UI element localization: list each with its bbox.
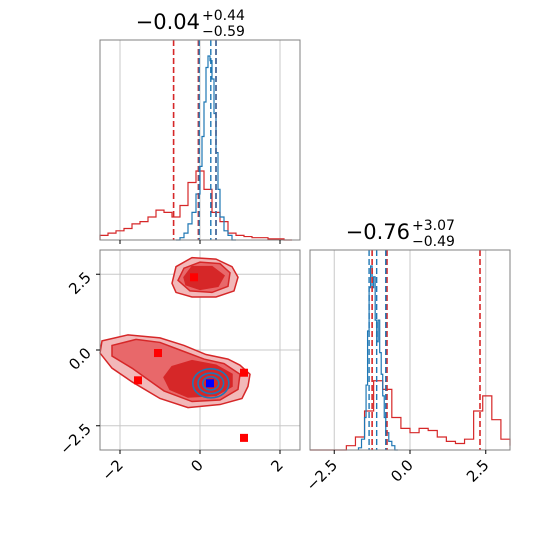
joint-panel: −2 0 2 −2.5 0.0 2.5 <box>56 249 301 484</box>
blue-contour <box>197 372 225 395</box>
blue-contours <box>192 367 230 399</box>
markers <box>134 273 248 442</box>
quantile-lines <box>172 40 217 240</box>
tick-marks <box>96 273 281 454</box>
param2-title-plus: +3.07 <box>412 218 455 234</box>
param1-title-minus: −0.59 <box>202 24 245 40</box>
histogram-blue <box>176 55 236 241</box>
param1-title-median: −0.04 <box>136 10 200 34</box>
red-contours <box>99 256 251 409</box>
quantile-lines <box>368 250 481 450</box>
tick-marks <box>333 450 487 454</box>
y-tick-label: 2.5 <box>65 268 95 298</box>
x-tick-label: 2.5 <box>463 456 493 486</box>
param2-title-median: −0.76 <box>346 220 410 244</box>
gridlines <box>119 40 281 240</box>
blue-contour <box>202 375 220 391</box>
blue-contour <box>192 367 230 399</box>
red-marker <box>134 376 142 385</box>
tick-marks <box>119 240 281 244</box>
histogram-blue <box>357 265 398 451</box>
y-tick-label: −2.5 <box>56 420 94 458</box>
blue-marker <box>206 379 214 388</box>
red-marker <box>190 273 198 282</box>
x-tick-labels: −2.5 0.0 2.5 <box>303 456 493 494</box>
x-tick-label: 0 <box>187 456 206 475</box>
param2-title-minus: −0.49 <box>412 234 455 250</box>
param1-title-plus: +0.44 <box>202 8 245 24</box>
x-tick-label: −2 <box>98 456 126 484</box>
red-marker <box>154 349 162 358</box>
red-marker <box>240 368 248 377</box>
marginal-panel-param1: −0.04 +0.44 −0.59 <box>99 8 301 244</box>
x-tick-labels: −2 0 2 <box>98 456 286 484</box>
x-tick-label: 2 <box>267 456 286 475</box>
x-tick-label: −2.5 <box>303 456 341 494</box>
gridlines <box>333 250 487 450</box>
marginal-panel-param2: −2.5 0.0 2.5 −0.76 +3.07 −0.49 <box>303 218 511 495</box>
y-tick-labels: −2.5 0.0 2.5 <box>56 268 94 458</box>
x-tick-label: 0.0 <box>387 456 417 486</box>
red-marker <box>240 433 248 442</box>
red-contour-inner <box>183 265 225 291</box>
histogram-red <box>99 170 292 241</box>
y-tick-label: 0.0 <box>65 344 95 374</box>
histograms <box>99 55 292 241</box>
histogram-red <box>310 380 511 451</box>
